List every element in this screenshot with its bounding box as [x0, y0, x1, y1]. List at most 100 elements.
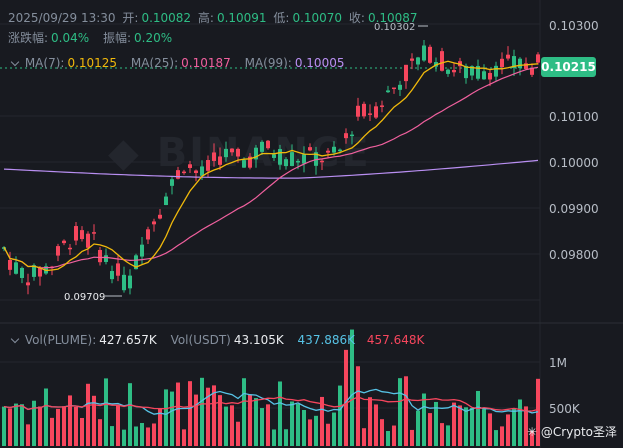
watermark-text: @Crypto圣泽 — [540, 425, 617, 439]
candle-body — [176, 170, 180, 179]
vol-usdt-value: 43.105K — [233, 333, 284, 347]
candle-body — [488, 72, 492, 80]
volume-bar — [416, 410, 420, 446]
candle-body — [134, 255, 138, 270]
ma25-label: MA(25): — [130, 56, 179, 70]
volume-bar — [74, 406, 78, 446]
volume-bar — [236, 421, 240, 446]
volume-bar — [338, 385, 342, 446]
candle-body — [200, 166, 204, 176]
volume-bar — [380, 419, 384, 446]
candle-body — [110, 271, 114, 280]
low-label: 低: — [273, 11, 290, 25]
candle-body — [368, 113, 372, 115]
candle-body — [146, 229, 150, 240]
volume-bar — [50, 417, 54, 446]
candle-date: 2025/09/29 13:30 — [8, 11, 116, 25]
volume-bar — [392, 425, 396, 446]
high-label: 高: — [197, 11, 214, 25]
volume-bar — [326, 423, 330, 446]
volume-bar — [524, 406, 528, 446]
candle-body — [80, 230, 84, 240]
volume-bar — [410, 429, 414, 446]
volume-bar — [92, 395, 96, 446]
volume-bar — [494, 430, 498, 446]
volume-bar — [20, 404, 24, 446]
volume-bar — [344, 349, 348, 446]
candle-body — [272, 154, 276, 158]
candle-body — [56, 246, 60, 256]
candle-body — [410, 58, 414, 61]
volume-bar — [428, 413, 432, 446]
volume-bar — [182, 429, 186, 446]
candle-body — [344, 133, 348, 139]
volume-bar — [488, 413, 492, 446]
candle-body — [20, 267, 24, 278]
candle-body — [416, 57, 420, 65]
candle-body — [224, 148, 228, 158]
candle-body — [422, 45, 426, 61]
high-marker-label: 0.10302 — [374, 22, 415, 33]
volume-bar — [470, 407, 474, 446]
vol-ma1-value: 437.886K — [297, 333, 356, 347]
chevron-down-icon[interactable] — [10, 334, 20, 344]
volume-bar — [110, 426, 114, 446]
candle-body — [536, 54, 540, 63]
volume-bar — [272, 429, 276, 446]
candle-body — [38, 267, 42, 277]
volume-bar — [56, 408, 60, 446]
candle-body — [182, 171, 186, 174]
candle-body — [320, 160, 324, 163]
volume-bar — [134, 426, 138, 446]
low-marker-label: 0.09709 — [64, 292, 105, 303]
candle-body — [164, 196, 168, 206]
volume-bar — [386, 430, 390, 446]
ma99-label: MA(99): — [244, 56, 292, 70]
candle-body — [326, 150, 330, 153]
chevron-down-icon[interactable] — [10, 57, 20, 67]
volume-bar — [80, 417, 84, 446]
candle-body — [32, 265, 36, 277]
vol-plume-value: 427.657K — [99, 333, 157, 347]
volume-bar — [536, 378, 540, 446]
candle-body — [26, 282, 30, 286]
candle-body — [452, 69, 456, 73]
candle-body — [92, 232, 96, 234]
candle-body — [230, 148, 234, 153]
candle-body — [398, 84, 402, 90]
candle-body — [290, 152, 294, 166]
volume-bar — [32, 400, 36, 446]
candle-body — [470, 66, 474, 76]
ma-row[interactable]: MA(7): 0.10125 MA(25): 0.10187 MA(99): 0.10… — [8, 56, 347, 70]
volume-tick: 500K — [549, 402, 580, 416]
price-tick: 0.10300 — [549, 19, 599, 33]
volume-bar — [284, 429, 288, 446]
volume-bar — [296, 403, 300, 446]
volume-bar — [206, 387, 210, 446]
vol-ma2-value: 457.648K — [366, 333, 425, 347]
volume-row[interactable]: Vol(PLUME): 427.657K Vol(USDT) 43.105K 437… — [8, 333, 427, 347]
candle-body — [140, 244, 144, 257]
high-value: 0.10091 — [216, 11, 267, 25]
volume-bar — [248, 394, 252, 446]
vol-plume-label: Vol(PLUME): — [24, 333, 97, 347]
volume-bar — [14, 403, 18, 446]
candle-body — [8, 259, 12, 270]
volume-bar — [476, 390, 480, 446]
candle-body — [128, 275, 132, 289]
low-value: 0.10070 — [292, 11, 343, 25]
candle-body — [212, 152, 216, 161]
candle-body — [284, 159, 288, 167]
candle-body — [374, 106, 378, 118]
volume-bar — [260, 408, 264, 446]
candle-body — [482, 71, 486, 80]
candle-body — [86, 233, 90, 248]
volume-bar — [404, 376, 408, 446]
candle-body — [500, 58, 504, 68]
candle-body — [296, 160, 300, 163]
volume-bar — [446, 425, 450, 446]
volume-bar — [440, 423, 444, 446]
volume-bar — [464, 407, 468, 446]
